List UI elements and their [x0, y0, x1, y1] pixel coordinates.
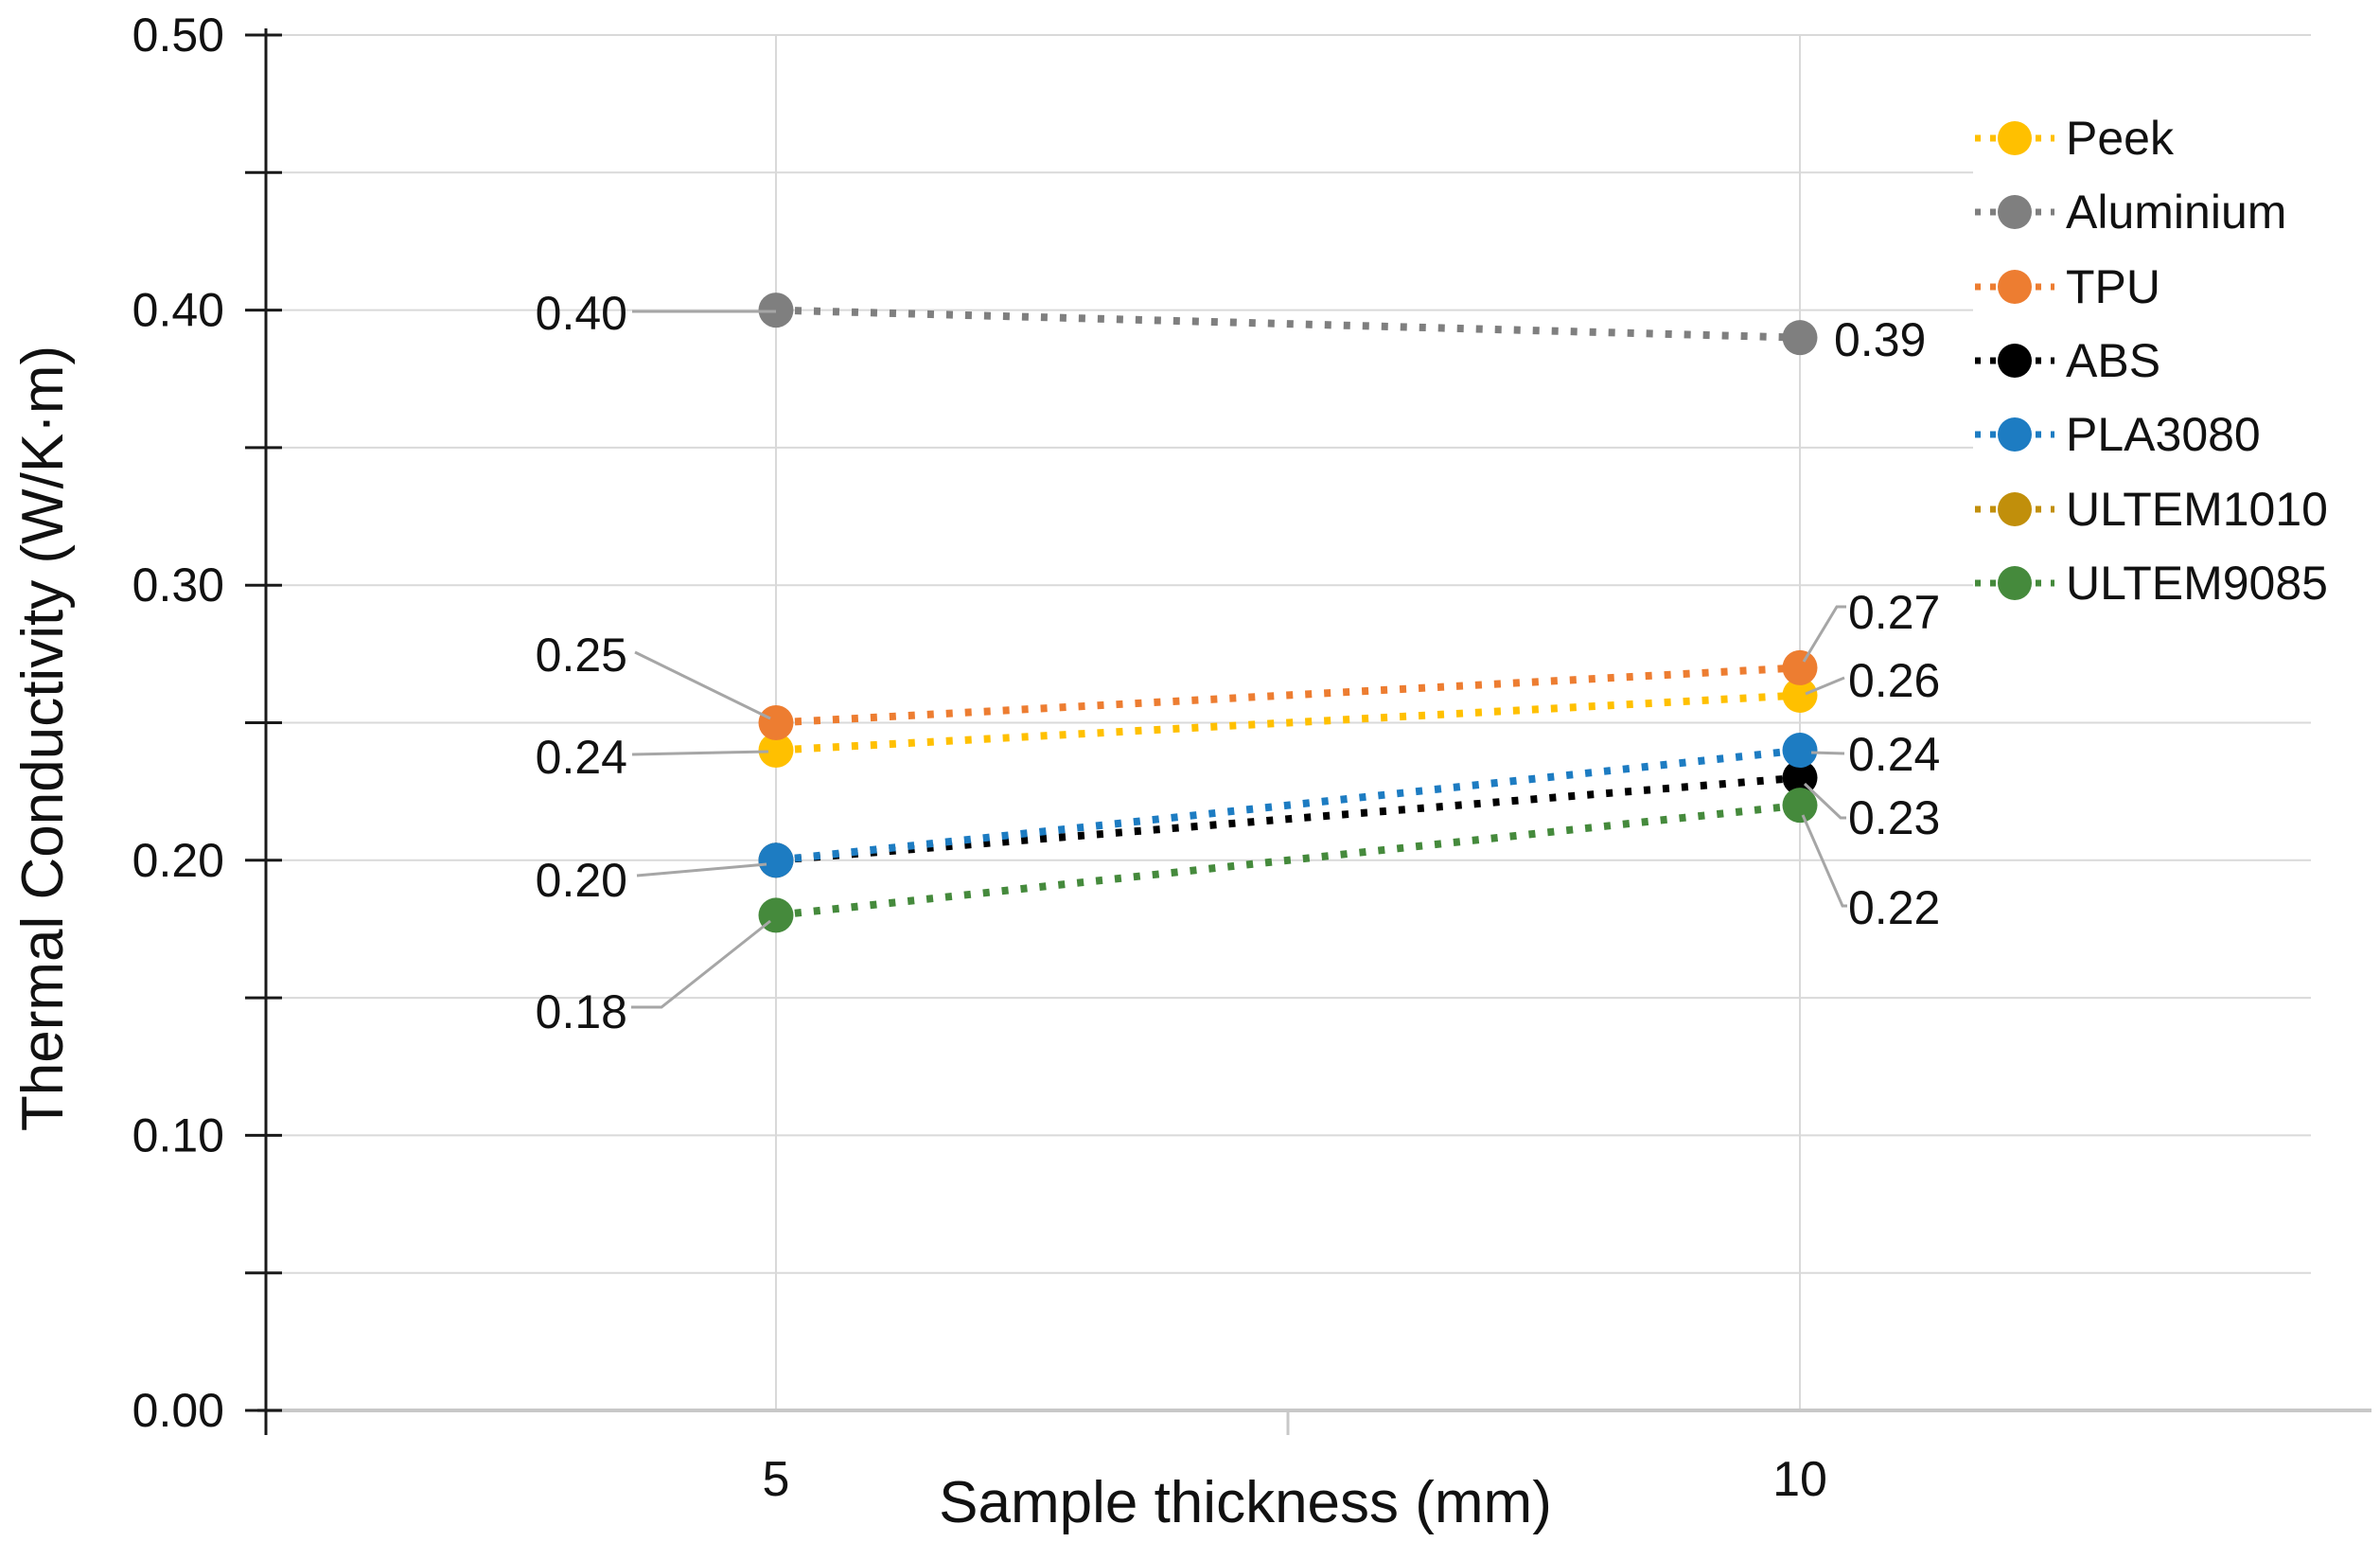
tick-labels: 0.00 0.10 0.20 0.30 0.40 0.50 5 10	[132, 9, 1827, 1507]
legend-swatch-aluminium	[1975, 195, 2054, 230]
legend-swatch-peek	[1975, 121, 2054, 155]
axes	[245, 28, 2371, 1435]
series-line-ultem9085	[775, 801, 1801, 919]
series-line-aluminium	[775, 306, 1801, 342]
legend-label-pla3080: PLA3080	[2066, 408, 2261, 462]
legend-item-tpu: TPU	[1973, 262, 2380, 311]
legend-label-abs: ABS	[2066, 333, 2161, 387]
data-label-ultem9085-5: 0.18	[536, 985, 627, 1038]
data-label-peek-5: 0.24	[536, 731, 627, 784]
legend-marker-aluminium	[1998, 195, 2032, 230]
data-label-aluminium-5: 0.40	[536, 287, 627, 340]
legend-item-ultem1010: ULTEM1010	[1973, 485, 2380, 534]
legend-swatch-tpu	[1975, 269, 2054, 304]
callout-abs-10	[1803, 782, 1846, 820]
marker-aluminium-10	[1782, 320, 1818, 356]
legend-label-ultem9085: ULTEM9085	[2066, 556, 2328, 610]
y-tick-label-0.10: 0.10	[132, 1108, 224, 1161]
data-label-abs-10: 0.23	[1848, 791, 1940, 844]
y-tick-label-0.00: 0.00	[132, 1384, 224, 1437]
marker-peek-5	[758, 733, 794, 769]
data-labels: 0.40 0.25 0.24 0.20 0.18 0.39 0.27 0.26 0.24 0.23…	[536, 287, 1941, 1038]
series-line-abs	[775, 773, 1801, 864]
legend-marker-ultem1010	[1998, 491, 2032, 526]
callout-peek-10	[1805, 676, 1845, 696]
legend-swatch-pla3080	[1975, 417, 2054, 452]
series-line-pla3080	[775, 746, 1801, 864]
y-tick-label-0.40: 0.40	[132, 284, 224, 337]
legend-marker-abs	[1998, 343, 2032, 378]
callout-pla3080-5	[636, 862, 767, 877]
marker-tpu-5	[758, 705, 794, 740]
legend-marker-peek	[1998, 121, 2032, 155]
y-axis-title: Thermal Conductivity (W/K·m)	[10, 346, 76, 1131]
legend-swatch-ultem1010	[1975, 491, 2054, 526]
data-label-aluminium-10: 0.39	[1834, 313, 1926, 366]
x-axis-title: Sample thickness (mm)	[939, 1470, 1552, 1535]
legend-marker-pla3080	[1998, 417, 2032, 452]
x-tick-label-10: 10	[1772, 1452, 1827, 1507]
series-line-tpu	[775, 664, 1801, 727]
callout-lines	[631, 310, 1847, 1009]
data-label-ultem9085-10: 0.22	[1848, 881, 1940, 934]
legend-swatch-ultem9085	[1975, 565, 2054, 600]
x-tick-label-5: 5	[763, 1452, 790, 1507]
marker-pla3080-10	[1782, 733, 1818, 769]
legend-label-peek: Peek	[2066, 112, 2174, 165]
marker-peek-10	[1782, 677, 1818, 713]
callout-ultem9085-10	[1801, 814, 1847, 908]
y-tick-label-0.30: 0.30	[132, 558, 224, 611]
legend-marker-tpu	[1998, 269, 2032, 304]
data-label-tpu-10: 0.27	[1848, 586, 1940, 639]
data-series	[758, 292, 1818, 933]
legend-item-abs: ABS	[1973, 336, 2380, 385]
legend-marker-ultem9085	[1998, 565, 2032, 600]
legend-label-tpu: TPU	[2066, 259, 2160, 313]
callout-tpu-10	[1802, 605, 1846, 663]
callout-ultem9085-5	[631, 919, 771, 1009]
data-label-pla3080-10: 0.24	[1848, 728, 1940, 781]
data-label-pla3080-5: 0.20	[536, 854, 627, 907]
data-label-peek-10: 0.26	[1848, 654, 1940, 707]
legend-label-ultem1010: ULTEM1010	[2066, 482, 2328, 536]
y-tick-label-0.20: 0.20	[132, 834, 224, 887]
series-line-peek	[775, 691, 1801, 754]
callout-peek-5	[631, 750, 769, 756]
legend-item-aluminium: Aluminium	[1973, 187, 2380, 237]
marker-tpu-10	[1782, 649, 1818, 685]
legend: Peek Aluminium TPU ABS PLA3080 ULTEM1010 ULTEM…	[1973, 106, 2380, 615]
legend-item-peek: Peek	[1973, 114, 2380, 163]
legend-item-ultem9085: ULTEM9085	[1973, 558, 2380, 608]
y-tick-label-0.50: 0.50	[132, 9, 224, 62]
marker-pla3080-5	[758, 842, 794, 878]
legend-label-aluminium: Aluminium	[2066, 186, 2287, 239]
callout-tpu-5	[634, 650, 771, 720]
marker-ultem9085-10	[1782, 788, 1818, 824]
legend-item-pla3080: PLA3080	[1973, 410, 2380, 459]
legend-swatch-abs	[1975, 343, 2054, 378]
data-label-tpu-5: 0.25	[536, 629, 627, 682]
